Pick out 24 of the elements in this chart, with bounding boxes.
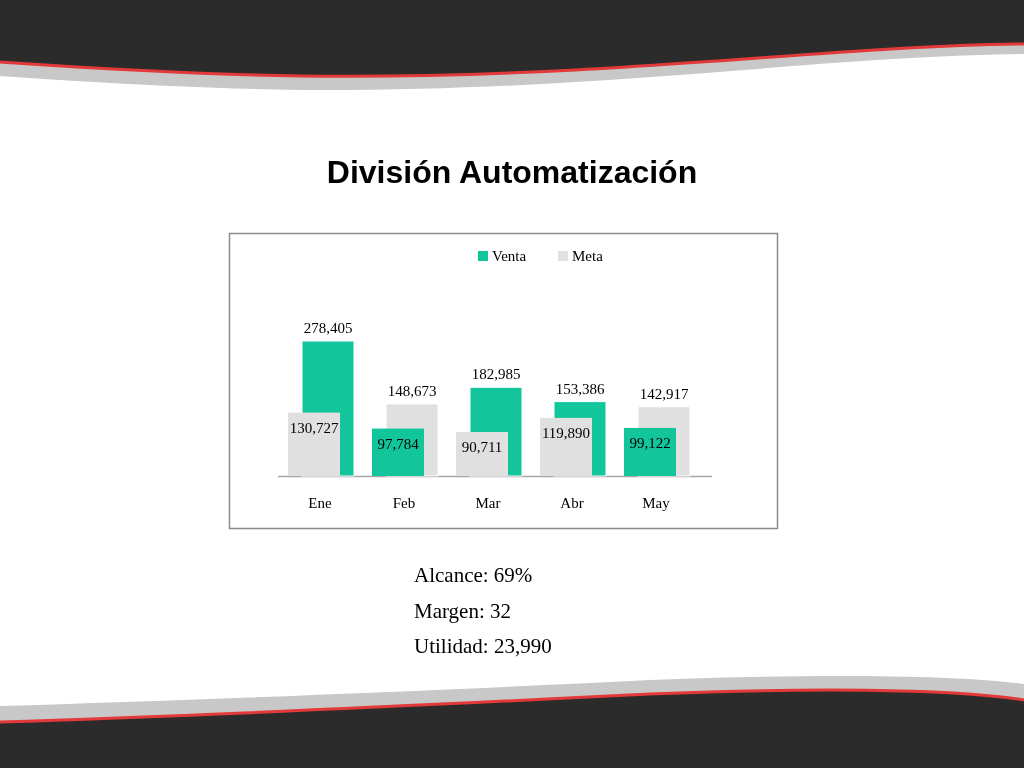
x-tick-label: Mar <box>475 495 501 511</box>
data-label: 119,890 <box>541 424 591 441</box>
data-label: 142,917 <box>639 385 689 402</box>
x-tick-label: Ene <box>308 495 332 511</box>
data-label: 130,727 <box>289 419 339 436</box>
x-tick-label: May <box>642 495 671 511</box>
data-label: 182,985 <box>471 366 521 383</box>
data-label: 278,405 <box>303 320 353 336</box>
data-label: 99,122 <box>629 434 671 451</box>
x-tick-label: Feb <box>392 495 416 511</box>
chart-title: División Automatización <box>326 154 698 190</box>
data-label: 90,711 <box>461 439 503 456</box>
bar <box>540 417 592 476</box>
text: Margen: 32 <box>414 598 512 623</box>
bar <box>288 412 340 476</box>
text: Alcance: 69% <box>414 563 533 587</box>
data-label: 97,784 <box>377 435 420 452</box>
text: Utilidad: 23,990 <box>414 634 552 658</box>
x-tick-label: Abr <box>560 495 584 511</box>
data-label: 153,386 <box>555 380 605 397</box>
legend-label: Venta <box>492 248 527 264</box>
bar <box>456 432 508 476</box>
data-label: 148,673 <box>387 382 437 399</box>
legend-label: Meta <box>572 248 604 264</box>
